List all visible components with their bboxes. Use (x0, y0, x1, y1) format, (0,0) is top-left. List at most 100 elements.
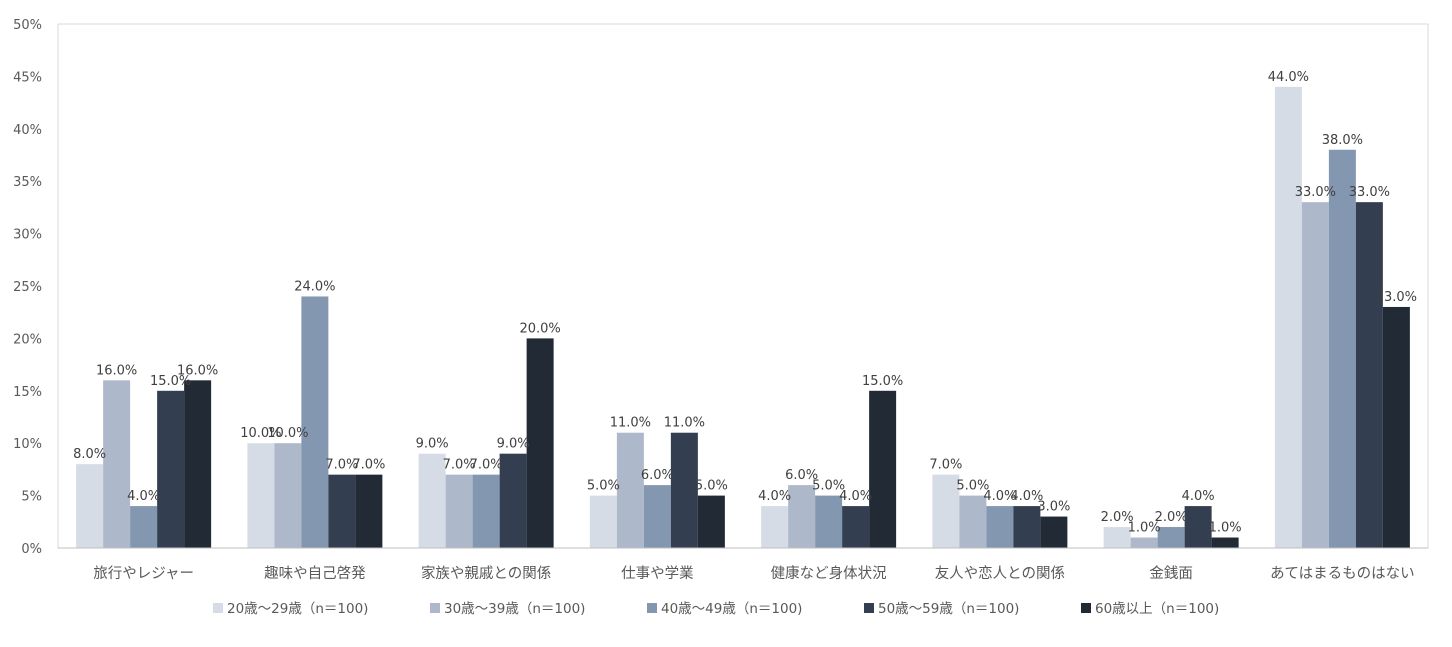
data-label: 5.0% (812, 479, 845, 494)
x-axis: 旅行やレジャー 趣味や自己啓発 家族や親戚との関係 仕事や学業 健康など身体状況 友人や恋… (93, 564, 1414, 582)
data-label: 15.0% (150, 374, 191, 389)
bar (1328, 149, 1356, 548)
data-label: 5.0% (587, 479, 620, 494)
data-label: 38.0% (1322, 133, 1363, 148)
legend-swatch (430, 603, 440, 613)
bar (355, 474, 383, 548)
y-tick-label: 40% (13, 123, 42, 138)
x-category-label: 友人や恋人との関係 (935, 564, 1065, 582)
data-label: 8.0% (73, 447, 106, 462)
y-tick-label: 25% (13, 280, 42, 295)
bar (932, 474, 960, 548)
data-label: 10.0% (267, 426, 308, 441)
bar (328, 474, 356, 548)
data-label: 1.0% (1128, 521, 1161, 536)
y-tick-label: 20% (13, 332, 42, 347)
data-label: 7.0% (325, 458, 358, 473)
legend-label: 30歳～39歳（n＝100) (444, 601, 585, 617)
bar (643, 485, 671, 548)
bar (130, 506, 158, 548)
bar (301, 296, 329, 548)
legend-swatch (1081, 603, 1091, 613)
data-label: 9.0% (497, 437, 530, 452)
data-label: 16.0% (177, 363, 218, 378)
data-label: 44.0% (1268, 70, 1309, 85)
y-axis: 0% 5% 10% 15% 20% 25% 30% 35% 40% 45% 50% (13, 18, 42, 557)
legend-label: 50歳～59歳（n＝100) (878, 601, 1019, 617)
data-label: 4.0% (758, 489, 791, 504)
legend-label: 20歳～29歳（n＝100) (227, 601, 368, 617)
bar (157, 390, 185, 548)
y-tick-label: 0% (21, 542, 42, 557)
y-tick-label: 30% (13, 228, 42, 243)
data-label: 4.0% (127, 489, 160, 504)
bar (761, 506, 789, 548)
data-label: 7.0% (443, 458, 476, 473)
bar (1040, 516, 1068, 548)
bar (418, 453, 446, 548)
x-category-label: 健康など身体状況 (771, 565, 887, 582)
data-label: 24.0% (294, 279, 335, 294)
x-category-label: 家族や親戚との関係 (421, 565, 551, 582)
data-label: 20.0% (519, 321, 560, 336)
data-label: 23.0% (1376, 290, 1417, 305)
x-category-label: 仕事や学業 (621, 565, 694, 582)
bar (472, 474, 500, 548)
legend-swatch (213, 603, 223, 613)
legend-label: 40歳～49歳（n＝100) (661, 601, 802, 617)
bar (1013, 506, 1041, 548)
bar (986, 506, 1014, 548)
bar (1157, 527, 1185, 548)
data-label: 5.0% (956, 479, 989, 494)
data-label: 5.0% (695, 479, 728, 494)
legend: 20歳～29歳（n＝100) 30歳～39歳（n＝100) 40歳～49歳（n＝10… (213, 601, 1219, 617)
data-label: 7.0% (929, 458, 962, 473)
data-label: 33.0% (1295, 185, 1336, 200)
data-label: 4.0% (839, 489, 872, 504)
data-label: 2.0% (1155, 510, 1188, 525)
data-label: 11.0% (610, 416, 651, 431)
bar (788, 485, 816, 548)
bar (526, 338, 554, 548)
bar (103, 380, 131, 548)
bar (1274, 86, 1302, 548)
bar (959, 495, 987, 548)
data-label: 7.0% (352, 458, 385, 473)
bar (1211, 537, 1239, 548)
x-category-label: あてはまるものはない (1270, 565, 1414, 582)
bar (697, 495, 725, 548)
data-label: 10.0% (240, 426, 281, 441)
data-label: 6.0% (641, 468, 674, 483)
data-label: 4.0% (1010, 489, 1043, 504)
data-label: 15.0% (862, 374, 903, 389)
y-tick-label: 45% (13, 70, 42, 85)
x-category-label: 金銭面 (1149, 565, 1193, 582)
bar (274, 443, 302, 548)
y-tick-label: 50% (13, 18, 42, 33)
bar (1301, 202, 1329, 548)
data-label: 2.0% (1101, 510, 1134, 525)
legend-swatch (864, 603, 874, 613)
bar (1130, 537, 1158, 548)
legend-label: 60歳以上（n＝100) (1095, 601, 1219, 617)
bar (1355, 202, 1383, 548)
bar (184, 380, 212, 548)
bar (869, 390, 897, 548)
bar (76, 464, 104, 548)
bar (247, 443, 275, 548)
bar (1184, 506, 1212, 548)
bar (815, 495, 843, 548)
data-label: 33.0% (1349, 185, 1390, 200)
data-label: 9.0% (416, 437, 449, 452)
data-label: 4.0% (1182, 489, 1215, 504)
data-labels-group: 8.0%16.0%4.0%15.0%16.0%10.0%10.0%24.0%7.… (73, 70, 1417, 536)
bar (499, 453, 527, 548)
data-label: 7.0% (470, 458, 503, 473)
data-label: 4.0% (983, 489, 1016, 504)
bar (670, 432, 698, 548)
y-tick-label: 10% (13, 437, 42, 452)
bar (589, 495, 617, 548)
bar (1103, 527, 1131, 548)
